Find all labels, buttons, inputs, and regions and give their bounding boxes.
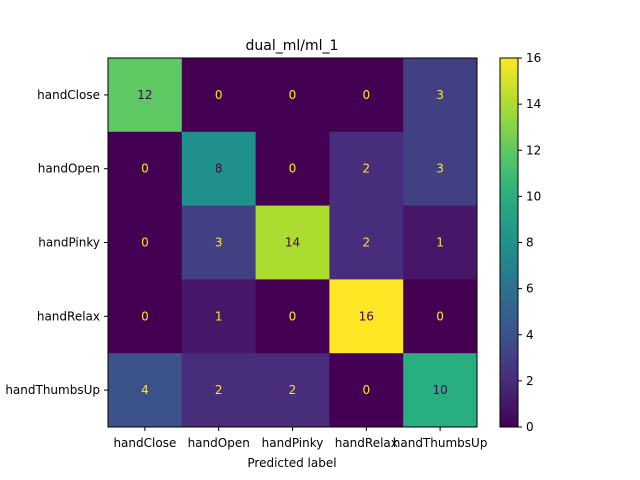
- cell-value-label: 0: [289, 88, 297, 102]
- cell-value-label: 0: [289, 309, 297, 323]
- x-tick-label: handClose: [113, 436, 176, 450]
- x-axis-label: Predicted label: [247, 456, 336, 470]
- cell-value-label: 3: [436, 88, 444, 102]
- heatmap-cell: [108, 58, 183, 133]
- colorbar-tick-label: 8: [526, 236, 534, 250]
- cell-value-label: 4: [141, 383, 149, 397]
- heatmap-cell: [329, 205, 404, 280]
- y-tick-label: handRelax: [37, 309, 100, 323]
- cell-value-label: 0: [141, 162, 149, 176]
- y-tick-label: handClose: [37, 88, 100, 102]
- x-tick-label: handRelax: [335, 436, 398, 450]
- heatmap-cell: [403, 279, 478, 354]
- colorbar-tick-label: 14: [526, 97, 541, 111]
- cell-value-label: 3: [215, 236, 223, 250]
- cell-value-label: 0: [362, 383, 370, 397]
- cell-value-label: 0: [141, 236, 149, 250]
- cell-value-label: 0: [141, 309, 149, 323]
- heatmap-cell: [255, 205, 330, 280]
- heatmap-cell: [403, 58, 478, 133]
- heatmap-cell: [403, 131, 478, 207]
- cell-value-label: 10: [432, 383, 447, 397]
- cell-value-label: 14: [285, 236, 300, 250]
- colorbar-tick-label: 0: [526, 420, 534, 434]
- heatmap-cell: [181, 353, 257, 428]
- x-tick-label: handOpen: [188, 436, 250, 450]
- heatmap-cell: [181, 205, 257, 280]
- y-tick-label: handOpen: [38, 162, 100, 176]
- heatmap-cell: [108, 131, 183, 207]
- y-axis-ticks: handClose handOpen handPinky handRelax handT…: [5, 88, 108, 397]
- chart-title: dual_ml/ml_1: [246, 38, 339, 54]
- plot-frame: [107, 57, 478, 428]
- cell-value-labels: 12 0 0 0 30 8 0 2 30 3 14 2 10 1 0 16 04 2 2 0 10: [137, 88, 447, 397]
- heatmap-cell: [329, 131, 404, 207]
- colorbar-tick-label: 6: [526, 282, 534, 296]
- heatmap-cell: [181, 131, 257, 207]
- colorbar-tick-label: 12: [526, 143, 541, 157]
- heatmap-cell: [108, 205, 183, 280]
- y-tick-label: handPinky: [38, 236, 100, 250]
- cell-value-label: 2: [289, 383, 297, 397]
- cell-value-label: 0: [436, 309, 444, 323]
- heatmap-cell: [329, 353, 404, 428]
- cell-value-label: 8: [215, 162, 223, 176]
- cell-value-label: 1: [215, 309, 223, 323]
- heatmap-cell: [329, 279, 404, 354]
- y-tick-label: handThumbsUp: [5, 383, 100, 397]
- colorbar: [499, 57, 519, 428]
- heatmap-cell: [255, 131, 330, 207]
- x-tick-label: handPinky: [262, 436, 324, 450]
- heatmap-cell: [255, 58, 330, 133]
- colorbar-tick-label: 2: [526, 374, 534, 388]
- cell-value-label: 16: [359, 309, 374, 323]
- heatmap-cell: [181, 58, 257, 133]
- heatmap-cell: [403, 353, 478, 428]
- cell-value-label: 2: [215, 383, 223, 397]
- cell-value-label: 0: [362, 88, 370, 102]
- x-tick-label: handThumbsUp: [393, 436, 488, 450]
- heatmap-cell: [255, 353, 330, 428]
- cell-value-label: 2: [362, 236, 370, 250]
- x-axis-ticks: handClose handOpen handPinky handRelaxhandT…: [113, 427, 487, 450]
- cell-value-label: 3: [436, 162, 444, 176]
- heatmap-cells: [108, 58, 478, 428]
- cell-value-label: 12: [137, 88, 152, 102]
- heatmap-cell: [403, 205, 478, 280]
- colorbar-tick-label: 10: [526, 189, 541, 203]
- colorbar-tick-label: 4: [526, 328, 534, 342]
- heatmap-cell: [108, 353, 183, 428]
- heatmap-cell: [181, 279, 257, 354]
- cell-value-label: 2: [362, 162, 370, 176]
- colorbar-ticks: 0 2 4 6 8 10 12 14 16: [518, 51, 541, 434]
- heatmap-cell: [329, 58, 404, 133]
- heatmap-cell: [108, 279, 183, 354]
- cell-value-label: 1: [436, 236, 444, 250]
- colorbar-tick-label: 16: [526, 51, 541, 65]
- cell-value-label: 0: [215, 88, 223, 102]
- heatmap-cell: [255, 279, 330, 354]
- cell-value-label: 0: [289, 162, 297, 176]
